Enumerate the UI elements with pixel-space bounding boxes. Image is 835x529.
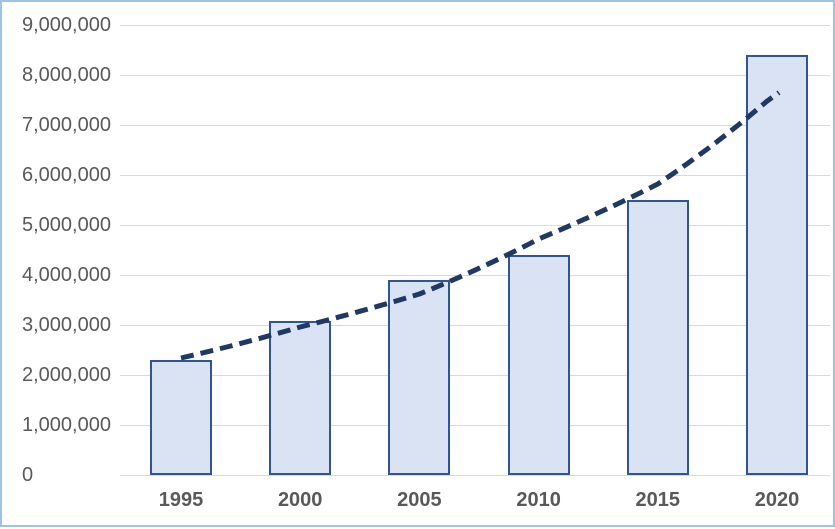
bar-2015[interactable] [626, 200, 689, 475]
gridline [120, 24, 830, 26]
x-axis-tick-label-2010: 2010 [516, 489, 561, 511]
y-axis-tick-label: 2,000,000 [22, 364, 111, 386]
y-axis-tick-label: 7,000,000 [22, 114, 111, 136]
x-axis-tick-label-2015: 2015 [635, 489, 681, 511]
y-axis-tick-label: 0 [22, 464, 34, 486]
gridline [120, 124, 830, 126]
x-axis-tick-label-2005: 2005 [397, 489, 442, 511]
gridline [120, 474, 830, 476]
y-axis-tick-label: 3,000,000 [22, 314, 111, 336]
gridline [120, 324, 830, 326]
bar-2000[interactable] [269, 321, 332, 475]
gridline [120, 274, 830, 276]
gridline [120, 374, 830, 376]
x-axis-tick-label-1995: 1995 [158, 489, 204, 511]
y-axis-tick-label: 1,000,000 [22, 414, 111, 436]
x-axis-tick-label-2020: 2020 [754, 489, 800, 511]
y-axis-tick-label: 6,000,000 [22, 164, 111, 186]
y-axis-tick-label: 5,000,000 [22, 214, 111, 236]
y-axis-tick-label: 9,000,000 [22, 14, 111, 36]
x-axis-tick-label-2000: 2000 [277, 489, 323, 511]
bar-2020[interactable] [746, 55, 808, 475]
gridline [120, 74, 830, 76]
gridline [120, 174, 830, 176]
y-axis-tick-label: 4,000,000 [22, 264, 111, 286]
bar-2005[interactable] [388, 280, 451, 475]
bar-2010[interactable] [507, 255, 570, 475]
bar-1995[interactable] [150, 360, 212, 475]
gridline [120, 424, 830, 426]
y-axis-tick-label: 8,000,000 [22, 64, 111, 86]
gridline [120, 224, 830, 226]
